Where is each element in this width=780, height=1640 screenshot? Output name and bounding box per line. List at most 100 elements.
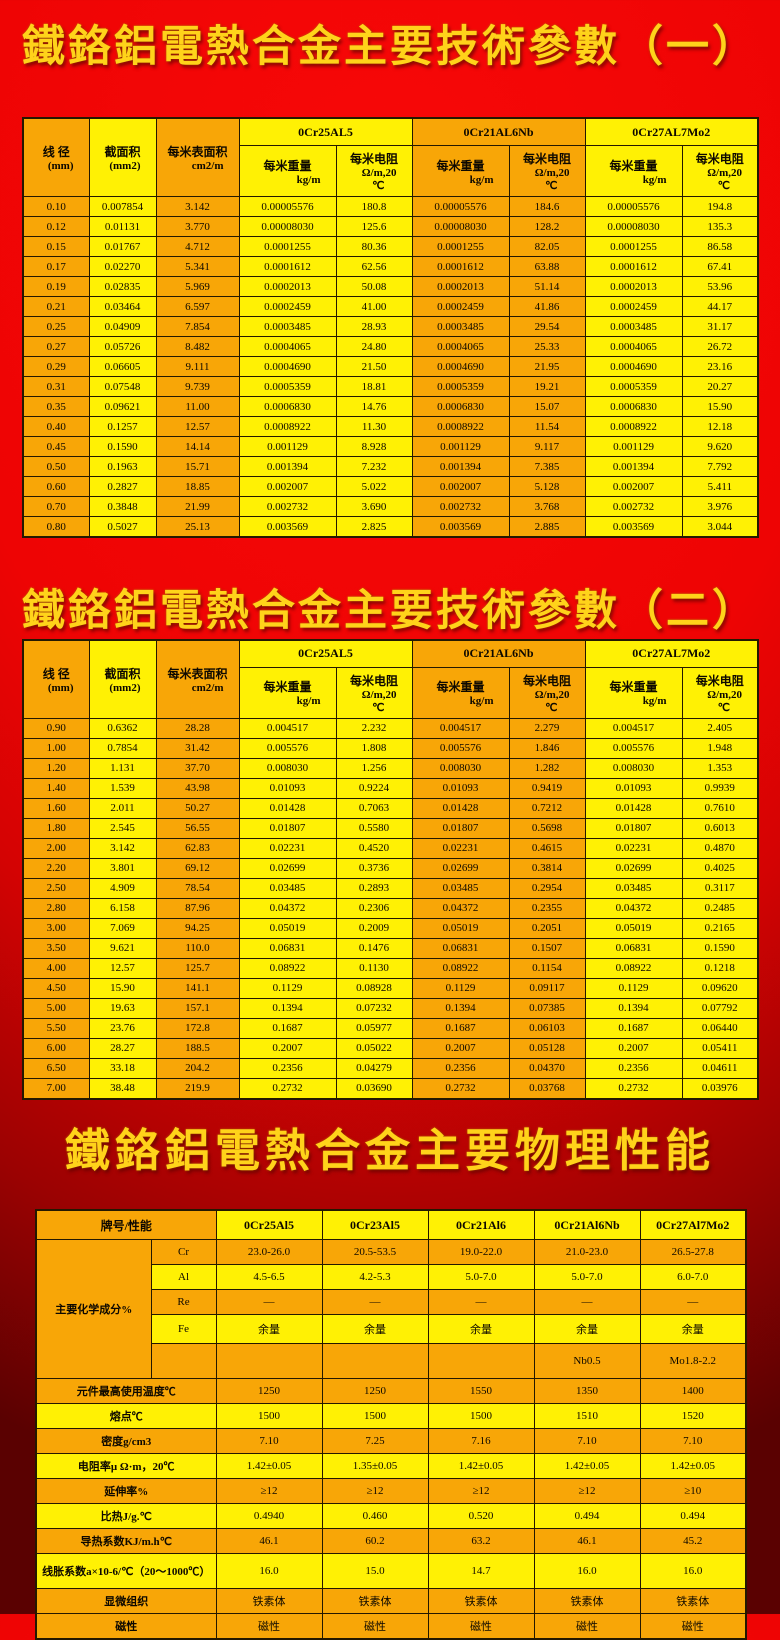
data-cell: 1.40 <box>22 777 90 799</box>
header-text: ℃ <box>717 180 731 193</box>
data-cell: 0.0003485 <box>584 316 683 338</box>
table-row: 7.00 38.48 219.9 0.2732 0.03690 0.2732 0.03768… <box>22 1077 759 1100</box>
data-cell: 0.4615 <box>508 837 586 859</box>
data-cell: 0.01807 <box>584 817 683 839</box>
data-cell: 125.6 <box>335 216 413 238</box>
data-cell: 0.007854 <box>88 196 157 218</box>
table-row: 显微组织 铁素体 铁素体 铁素体 铁素体 铁素体 <box>35 1588 747 1615</box>
table-row: 延伸率% ≥12 ≥12 ≥12 ≥12 ≥10 <box>35 1478 747 1505</box>
header-text: ℃ <box>545 180 558 193</box>
table-row: 0.35 0.09621 11.00 0.0006830 14.76 0.0006830 1… <box>22 396 759 418</box>
data-cell: 0.05726 <box>88 336 157 358</box>
data-cell: 25.13 <box>155 516 240 538</box>
data-cell: 0.4870 <box>681 837 759 859</box>
data-cell: 0.2893 <box>335 877 413 899</box>
data-cell: 5.128 <box>508 476 586 498</box>
table-row: 2.00 3.142 62.83 0.02231 0.4520 0.02231 0.4615… <box>22 837 759 859</box>
data-cell: 15.71 <box>155 456 240 478</box>
data-cell: 0.21 <box>22 296 90 318</box>
data-cell: 2.885 <box>508 516 586 538</box>
property-label-cell: 显微组织 <box>35 1588 217 1615</box>
data-cell: 37.70 <box>155 757 240 779</box>
data-cell: 25.33 <box>508 336 586 358</box>
property-label-cell: 电阻率μ Ω·m，20℃ <box>35 1453 217 1480</box>
data-cell: 0.12 <box>22 216 90 238</box>
data-cell: 铁素体 <box>533 1588 641 1615</box>
data-cell: 94.25 <box>155 917 240 939</box>
data-cell: 0.04372 <box>584 897 683 919</box>
header-text: ℃ <box>717 701 731 714</box>
data-cell: 0.4025 <box>681 857 759 879</box>
header-text: 线 径 <box>42 666 70 681</box>
data-cell: 43.98 <box>155 777 240 799</box>
data-cell: 0.10 <box>22 196 90 218</box>
data-cell: 2.50 <box>22 877 90 899</box>
data-cell: 0.004517 <box>238 717 337 739</box>
data-cell: 0.05022 <box>335 1037 413 1059</box>
header-text: 每米电阻 <box>523 152 572 167</box>
data-cell: 0.06103 <box>508 1017 586 1039</box>
data-cell: 24.80 <box>335 336 413 358</box>
data-cell: 8.928 <box>335 436 413 458</box>
data-cell: 0.0004690 <box>411 356 510 378</box>
data-cell: 0.1963 <box>88 456 157 478</box>
data-cell: 0.0003485 <box>411 316 510 338</box>
header-text: 截面积 <box>104 145 141 160</box>
data-cell: 0.08922 <box>411 957 510 979</box>
data-cell: 4.50 <box>22 977 90 999</box>
data-cell: 1550 <box>427 1378 535 1405</box>
data-cell: 0.5580 <box>335 817 413 839</box>
weight-per-meter-header: 每米重量 kg/m <box>584 145 683 198</box>
data-cell: 0.03485 <box>584 877 683 899</box>
data-cell: 0.03690 <box>335 1077 413 1100</box>
data-cell: 5.969 <box>155 276 240 298</box>
data-cell: 0.0001255 <box>238 236 337 258</box>
table-row: 0.17 0.02270 5.341 0.0001612 62.56 0.0001612 6… <box>22 256 759 278</box>
data-cell: 0.0002013 <box>411 276 510 298</box>
table-row: 主要化学成分% Cr 23.0-26.0 20.5-53.5 19.0-22.0 21.0… <box>35 1239 747 1380</box>
grade-property-header: 牌号/性能 <box>35 1209 217 1241</box>
data-cell: 11.00 <box>155 396 240 418</box>
table-row: 4.00 12.57 125.7 0.08922 0.1130 0.08922 0.1154… <box>22 957 759 979</box>
data-cell: 1.60 <box>22 797 90 819</box>
data-cell: 0.03976 <box>681 1077 759 1100</box>
data-cell: 50.27 <box>155 797 240 819</box>
data-cell: 15.90 <box>88 977 157 999</box>
data-cell: 0.0005359 <box>411 376 510 398</box>
resistance-per-meter-header: 每米电阻 Ω/m,20 ℃ <box>508 666 586 719</box>
table-row: 0.15 0.01767 4.712 0.0001255 80.36 0.0001255 8… <box>22 236 759 258</box>
data-cell: 0.0008922 <box>238 416 337 438</box>
data-cell: 0.005576 <box>238 737 337 759</box>
data-cell: 1500 <box>427 1403 535 1430</box>
data-cell: 21.95 <box>508 356 586 378</box>
data-cell: 0.05128 <box>508 1037 586 1059</box>
data-cell: 0.80 <box>22 516 90 538</box>
param-table-2: 线 径 (mm) 截面积 (mm2) 每米表面积 cm2/m 0Cr25AL5 0Cr21AL… <box>22 638 760 1100</box>
property-label-cell: 密度g/cm3 <box>35 1428 217 1455</box>
data-cell: 38.48 <box>88 1077 157 1100</box>
property-label-cell: 导热系数KJ/m.h℃ <box>35 1528 217 1555</box>
header-text: 每米重量 <box>609 158 658 173</box>
data-cell: 69.12 <box>155 857 240 879</box>
data-cell: 125.7 <box>155 957 240 979</box>
table-row: 线胀系数a×10-6/℃（20～1000℃） 16.0 15.0 14.7 16.0 16… <box>35 1553 747 1590</box>
data-cell: 9.111 <box>155 356 240 378</box>
chem-composition-group-label: 主要化学成分% <box>35 1239 152 1380</box>
data-cell: 2.279 <box>508 717 586 739</box>
data-cell: 0.1129 <box>411 977 510 999</box>
data-cell: 7.385 <box>508 456 586 478</box>
data-cell: — <box>321 1289 429 1316</box>
data-cell: 87.96 <box>155 897 240 919</box>
data-cell: 26.72 <box>681 336 759 358</box>
table-row: 0.31 0.07548 9.739 0.0005359 18.81 0.0005359 1… <box>22 376 759 398</box>
data-cell: 0.3736 <box>335 857 413 879</box>
data-cell: 0.03485 <box>411 877 510 899</box>
data-cell: 8.482 <box>155 336 240 358</box>
data-cell: 0.0008922 <box>584 416 683 438</box>
table-row: Al 4.5-6.5 4.2-5.3 5.0-7.0 5.0-7.0 6.0-7.0 <box>36 1264 747 1291</box>
data-cell: 0.90 <box>22 717 90 739</box>
col-header-surface: 每米表面积 cm2/m <box>155 117 240 198</box>
table-row: 0.12 0.01131 3.770 0.00008030 125.6 0.0000803… <box>22 216 759 238</box>
resistance-per-meter-header: 每米电阻 Ω/m,20 ℃ <box>681 145 759 198</box>
data-cell: 0.06440 <box>681 1017 759 1039</box>
